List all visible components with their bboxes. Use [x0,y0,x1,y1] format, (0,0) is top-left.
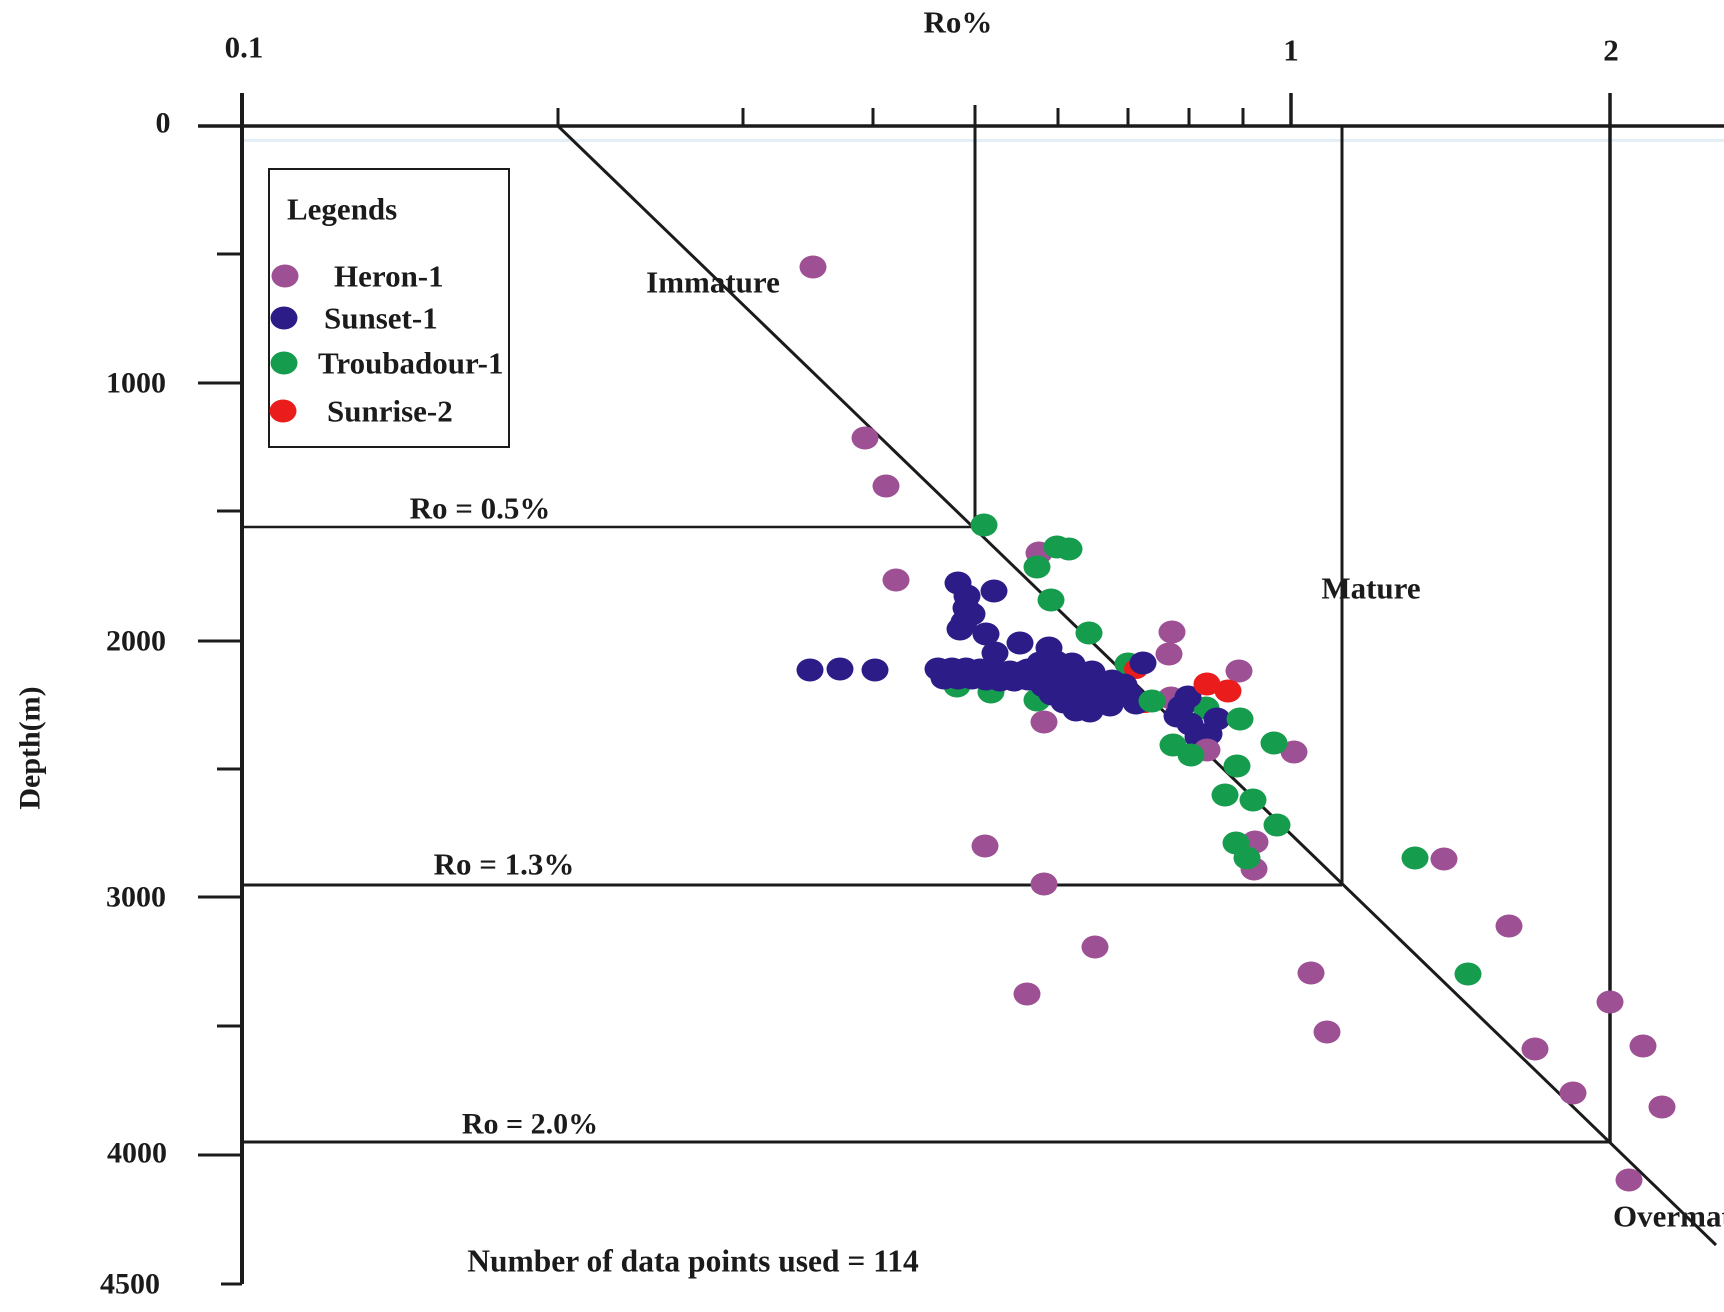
svg-text:3000: 3000 [106,881,166,914]
svg-text:Depth(m): Depth(m) [14,686,47,809]
svg-text:2000: 2000 [106,625,166,658]
svg-text:Sunset-1: Sunset-1 [324,301,438,336]
svg-text:4500: 4500 [100,1268,160,1301]
svg-text:Ro%: Ro% [924,5,993,40]
svg-text:Ro = 1.3%: Ro = 1.3% [434,847,575,882]
svg-text:0: 0 [156,107,171,140]
svg-text:Sunrise-2: Sunrise-2 [327,394,453,429]
svg-text:0.1: 0.1 [225,30,264,65]
svg-text:2: 2 [1603,33,1619,68]
svg-text:Legends: Legends [287,192,397,227]
svg-text:Heron-1: Heron-1 [334,259,444,294]
svg-text:4000: 4000 [107,1137,167,1170]
svg-text:1: 1 [1283,33,1299,68]
svg-text:Mature: Mature [1321,571,1420,606]
svg-text:Immature: Immature [646,265,780,300]
svg-text:Ro = 0.5%: Ro = 0.5% [410,491,551,526]
svg-text:Number of data points used = 1: Number of data points used = 114 [467,1244,919,1279]
svg-text:Troubadour-1: Troubadour-1 [318,346,503,381]
svg-text:Ro = 2.0%: Ro = 2.0% [462,1108,598,1141]
svg-text:Overmature: Overmature [1613,1199,1724,1234]
svg-text:1000: 1000 [106,367,166,400]
